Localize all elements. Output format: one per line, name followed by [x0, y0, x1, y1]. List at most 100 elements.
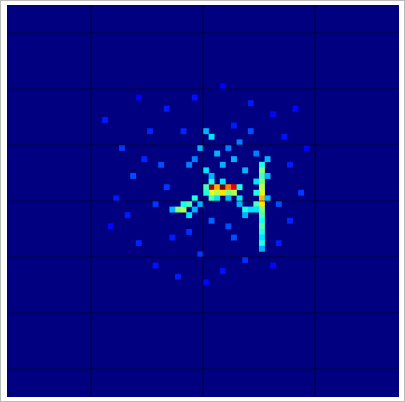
heat-cell	[209, 190, 215, 196]
heat-cell	[259, 179, 265, 185]
heat-cell	[259, 184, 265, 190]
heat-cell	[136, 95, 142, 101]
heat-cell	[175, 274, 181, 280]
heat-cell	[231, 123, 237, 129]
heat-cell	[293, 106, 299, 112]
heat-cell	[169, 235, 175, 241]
heat-cell	[203, 184, 209, 190]
heat-cell	[209, 134, 215, 140]
heat-cell	[231, 235, 237, 241]
heat-cell	[259, 218, 265, 224]
heat-cell	[253, 207, 259, 213]
heat-cell	[220, 179, 226, 185]
heat-cell	[192, 195, 198, 201]
heat-cell	[220, 83, 226, 89]
heat-cell	[181, 207, 187, 213]
heat-cell	[225, 184, 231, 190]
heat-cell	[237, 201, 243, 207]
heat-cell	[265, 173, 271, 179]
heat-cell	[164, 184, 170, 190]
heat-cell	[158, 162, 164, 168]
heat-cell	[164, 106, 170, 112]
heat-cell	[248, 128, 254, 134]
heat-cell	[248, 207, 254, 213]
heat-cell	[242, 257, 248, 263]
heat-cell	[130, 173, 136, 179]
heat-cell	[192, 156, 198, 162]
heat-cell	[304, 145, 310, 151]
heat-cell	[209, 218, 215, 224]
heat-cell	[225, 145, 231, 151]
heat-cell	[220, 184, 226, 190]
heat-cell	[209, 173, 215, 179]
heat-cell	[259, 201, 265, 207]
heat-cell	[237, 195, 243, 201]
heat-cell	[276, 201, 282, 207]
heat-cell	[197, 201, 203, 207]
heat-cell	[237, 184, 243, 190]
heat-cell	[259, 246, 265, 252]
heat-cell	[192, 95, 198, 101]
heat-cell	[259, 173, 265, 179]
heat-cell	[203, 190, 209, 196]
heat-cell	[175, 207, 181, 213]
heat-cell	[270, 111, 276, 117]
heat-cell	[214, 151, 220, 157]
heat-cell	[153, 201, 159, 207]
heat-cell	[209, 179, 215, 185]
heat-cell	[265, 156, 271, 162]
heat-cell	[153, 263, 159, 269]
heat-cell	[231, 184, 237, 190]
heat-cell	[231, 190, 237, 196]
heat-cell	[225, 223, 231, 229]
heat-cell	[298, 190, 304, 196]
heat-cell	[136, 240, 142, 246]
heat-cell	[147, 128, 153, 134]
heat-cell	[259, 167, 265, 173]
heat-cell	[248, 100, 254, 106]
heat-cell	[259, 190, 265, 196]
heat-cell	[203, 279, 209, 285]
heat-cell	[242, 207, 248, 213]
heat-cell	[125, 212, 131, 218]
heat-cell	[203, 128, 209, 134]
heat-cell	[141, 156, 147, 162]
heat-cell	[181, 201, 187, 207]
heat-cell	[276, 240, 282, 246]
heat-cell	[253, 201, 259, 207]
heat-cell	[225, 190, 231, 196]
heat-cell	[253, 190, 259, 196]
heat-cell	[287, 162, 293, 168]
heat-cell	[214, 190, 220, 196]
heat-cell	[270, 263, 276, 269]
heat-cell	[259, 229, 265, 235]
heat-cell	[253, 151, 259, 157]
heat-cell	[181, 128, 187, 134]
heat-cell	[281, 134, 287, 140]
heat-cell	[214, 195, 220, 201]
heat-cell	[259, 195, 265, 201]
heat-cell	[242, 167, 248, 173]
heatmap-chart	[0, 0, 405, 402]
heat-cell	[209, 195, 215, 201]
heat-cell	[186, 212, 192, 218]
heat-cell	[259, 223, 265, 229]
heat-cell	[287, 218, 293, 224]
heat-cell	[220, 190, 226, 196]
heat-cell	[214, 184, 220, 190]
heat-cell	[209, 184, 215, 190]
heat-cell	[259, 162, 265, 168]
heat-cell	[231, 156, 237, 162]
heat-cell	[220, 162, 226, 168]
heat-cell	[186, 162, 192, 168]
heat-cell	[169, 207, 175, 213]
heat-cell	[253, 179, 259, 185]
heat-cell	[220, 268, 226, 274]
heat-cell	[102, 117, 108, 123]
heat-cell	[108, 223, 114, 229]
heat-cell	[259, 207, 265, 213]
heat-cell	[259, 235, 265, 241]
heat-cell	[186, 229, 192, 235]
heat-cell	[197, 251, 203, 257]
heat-cell	[113, 195, 119, 201]
